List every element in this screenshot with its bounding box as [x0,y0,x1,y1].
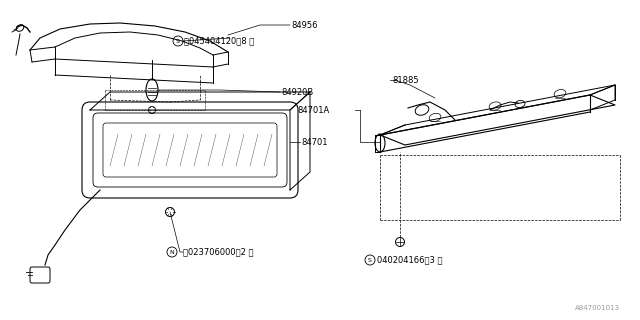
Text: 84701: 84701 [301,138,328,147]
Ellipse shape [146,79,158,101]
Text: Ⓜ045404120（8 ）: Ⓜ045404120（8 ） [184,36,254,45]
Text: Ⓝ023706000（2 ）: Ⓝ023706000（2 ） [183,247,253,257]
Text: 81885: 81885 [392,76,419,84]
Text: S: S [176,38,180,44]
Text: A847001013: A847001013 [575,305,620,311]
Text: 84956: 84956 [291,20,317,29]
Text: 040204166（3 ）: 040204166（3 ） [377,255,442,265]
Text: N: N [170,250,174,254]
Text: 84701A: 84701A [298,106,330,115]
Text: S: S [368,258,372,262]
Text: 84920B: 84920B [281,87,313,97]
